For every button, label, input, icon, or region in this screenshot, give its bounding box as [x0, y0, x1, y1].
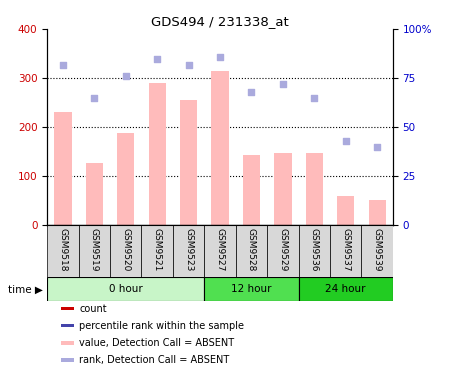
Text: GSM9519: GSM9519 [90, 228, 99, 271]
Text: percentile rank within the sample: percentile rank within the sample [79, 321, 244, 331]
Bar [54, 112, 71, 225]
Bar [61, 324, 74, 328]
Text: GSM9527: GSM9527 [216, 228, 224, 271]
Bar [299, 225, 330, 277]
Bar [149, 83, 166, 225]
Text: GSM9523: GSM9523 [184, 228, 193, 271]
Point [185, 61, 192, 67]
Bar [369, 200, 386, 225]
Bar [267, 225, 299, 277]
Point [342, 138, 349, 144]
Bar [274, 153, 291, 225]
Bar [204, 225, 236, 277]
Bar [243, 155, 260, 225]
Text: rank, Detection Call = ABSENT: rank, Detection Call = ABSENT [79, 355, 230, 365]
Bar [61, 358, 74, 362]
Text: GSM9520: GSM9520 [121, 228, 130, 271]
Bar [306, 153, 323, 225]
Text: 12 hour: 12 hour [231, 284, 272, 294]
Bar [236, 225, 267, 277]
Point [216, 54, 224, 60]
Text: GSM9539: GSM9539 [373, 228, 382, 271]
Text: value, Detection Call = ABSENT: value, Detection Call = ABSENT [79, 338, 234, 348]
Text: 24 hour: 24 hour [326, 284, 366, 294]
Point [154, 56, 161, 61]
Point [59, 61, 66, 67]
Text: 0 hour: 0 hour [109, 284, 143, 294]
Text: GSM9518: GSM9518 [58, 228, 67, 271]
Point [91, 95, 98, 101]
Bar [330, 225, 361, 277]
Bar [361, 225, 393, 277]
Text: count: count [79, 304, 107, 314]
Bar [211, 71, 229, 225]
Bar [86, 163, 103, 225]
Bar [204, 277, 299, 301]
Point [248, 89, 255, 95]
Bar [79, 225, 110, 277]
Text: GSM9537: GSM9537 [341, 228, 350, 271]
Bar [61, 307, 74, 310]
Text: GSM9521: GSM9521 [153, 228, 162, 271]
Point [279, 81, 286, 87]
Bar [47, 225, 79, 277]
Bar [337, 196, 354, 225]
Bar [173, 225, 204, 277]
Title: GDS494 / 231338_at: GDS494 / 231338_at [151, 15, 289, 28]
Point [122, 73, 129, 79]
Bar [117, 133, 134, 225]
Text: GSM9529: GSM9529 [278, 228, 287, 271]
Bar [47, 277, 204, 301]
Bar [299, 277, 393, 301]
Bar [141, 225, 173, 277]
Text: GSM9536: GSM9536 [310, 228, 319, 271]
Bar [61, 341, 74, 344]
Text: time ▶: time ▶ [8, 284, 43, 294]
Bar [180, 100, 197, 225]
Bar [110, 225, 141, 277]
Text: GSM9528: GSM9528 [247, 228, 256, 271]
Point [311, 95, 318, 101]
Point [374, 144, 381, 150]
